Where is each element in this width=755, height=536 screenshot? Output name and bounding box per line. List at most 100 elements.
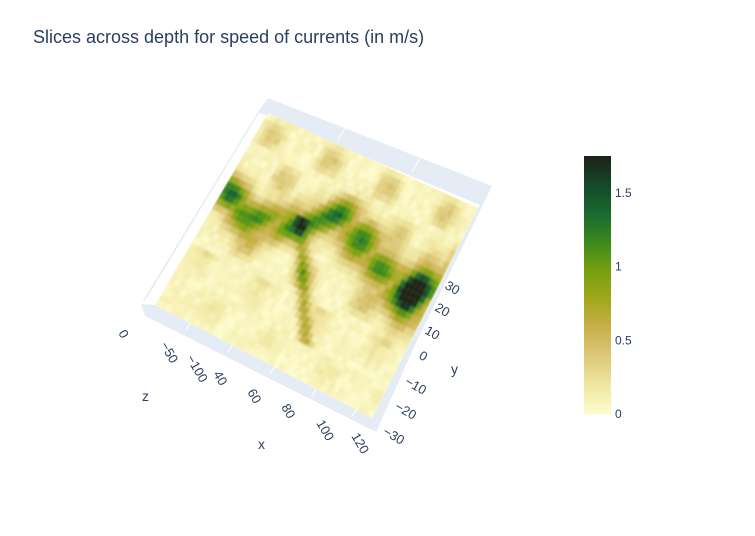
heat-cell: [448, 249, 457, 258]
heat-cell: [395, 330, 404, 340]
heat-cell: [252, 267, 261, 276]
heat-cell: [235, 340, 244, 350]
colorbar-segment: [584, 396, 611, 401]
heat-cell: [222, 194, 231, 203]
heat-cell: [266, 252, 275, 261]
heat-cell: [362, 337, 371, 346]
heat-cell: [249, 251, 258, 260]
heat-cell: [361, 186, 370, 195]
heat-cell: [214, 270, 223, 279]
heat-cell: [230, 316, 239, 325]
heat-cell: [348, 307, 357, 317]
heatmap-slice[interactable]: [155, 113, 478, 418]
heat-cell: [267, 128, 276, 137]
colorbar[interactable]: 00.511.5: [584, 156, 632, 421]
heat-cell: [281, 215, 290, 224]
heat-cell: [300, 224, 308, 233]
heat-cell: [324, 139, 332, 148]
heat-cell: [456, 222, 465, 231]
heat-cell: [309, 206, 318, 215]
colorbar-segment: [584, 273, 611, 277]
heat-cell: [326, 327, 335, 336]
heat-cell: [422, 267, 430, 276]
heat-cell: [380, 292, 388, 301]
heat-cell: [295, 296, 304, 305]
colorbar-segment: [584, 368, 611, 372]
heat-cell: [330, 149, 338, 158]
heat-cell: [359, 222, 367, 231]
heat-cell: [330, 298, 338, 307]
heat-cell: [208, 312, 217, 321]
colorbar-segment: [584, 356, 611, 361]
heat-cell: [338, 175, 347, 184]
heat-cell: [307, 190, 315, 199]
heat-cell: [219, 251, 228, 260]
heat-cell: [354, 318, 363, 327]
heat-cell: [328, 290, 337, 299]
heat-cell: [278, 148, 287, 157]
heat-cell: [164, 304, 173, 313]
heat-cell: [318, 159, 327, 168]
heat-cell: [324, 364, 333, 373]
heat-cell: [319, 308, 327, 317]
heat-cell: [438, 191, 446, 200]
heat-cell: [232, 228, 241, 237]
heat-cell: [395, 262, 404, 271]
heat-cell: [360, 252, 369, 262]
heat-cell: [258, 277, 267, 286]
heat-cell: [337, 340, 346, 349]
heat-cell: [225, 283, 234, 292]
heat-cell: [264, 288, 273, 297]
heat-cell: [264, 266, 273, 275]
heat-cell: [343, 156, 352, 164]
heat-cell: [290, 219, 299, 228]
heat-cell: [276, 132, 285, 141]
heat-cell: [398, 301, 407, 311]
heat-cell: [185, 300, 194, 309]
heat-cell: [451, 220, 460, 229]
heat-cell: [211, 203, 220, 212]
heat-cell: [349, 240, 358, 249]
heat-cell: [317, 202, 326, 211]
heat-cell: [268, 260, 276, 269]
heat-cell: [330, 179, 339, 188]
heat-cell: [389, 251, 398, 261]
heat-cell: [190, 280, 199, 289]
heat-cell: [298, 238, 307, 247]
heat-cell: [245, 279, 254, 288]
heat-cell: [404, 213, 412, 222]
heat-cell: [249, 199, 258, 208]
heat-cell: [216, 235, 225, 244]
heat-cell: [395, 186, 404, 195]
heat-cell: [272, 262, 281, 271]
heat-cell: [214, 322, 223, 332]
heat-cell: [462, 210, 471, 219]
heat-cell: [287, 123, 296, 132]
heat-cell: [367, 362, 376, 372]
heat-cell: [302, 262, 311, 271]
heat-cell: [339, 205, 348, 214]
heat-cell: [289, 211, 298, 220]
heat-cell: [334, 300, 343, 310]
heat-cell: [390, 229, 398, 238]
heat-cell: [292, 176, 300, 185]
heat-cell: [254, 328, 263, 337]
heat-cell: [259, 286, 268, 295]
heat-cell: [244, 197, 253, 206]
colorbar-tick-label: 0.5: [615, 333, 632, 347]
heat-cell: [303, 292, 312, 302]
heat-cell: [221, 311, 230, 320]
heat-cell: [385, 227, 394, 236]
heat-cell: [332, 337, 341, 347]
heat-cell: [254, 129, 263, 138]
heat-cell: [420, 183, 428, 192]
heat-cell: [403, 304, 412, 313]
heat-cell: [317, 345, 325, 354]
colorbar-segment: [584, 365, 611, 369]
heat-cell: [365, 308, 374, 317]
heat-cell: [431, 248, 440, 258]
heat-cell: [293, 184, 302, 192]
heat-cell: [234, 185, 242, 194]
heat-cell: [287, 225, 296, 234]
